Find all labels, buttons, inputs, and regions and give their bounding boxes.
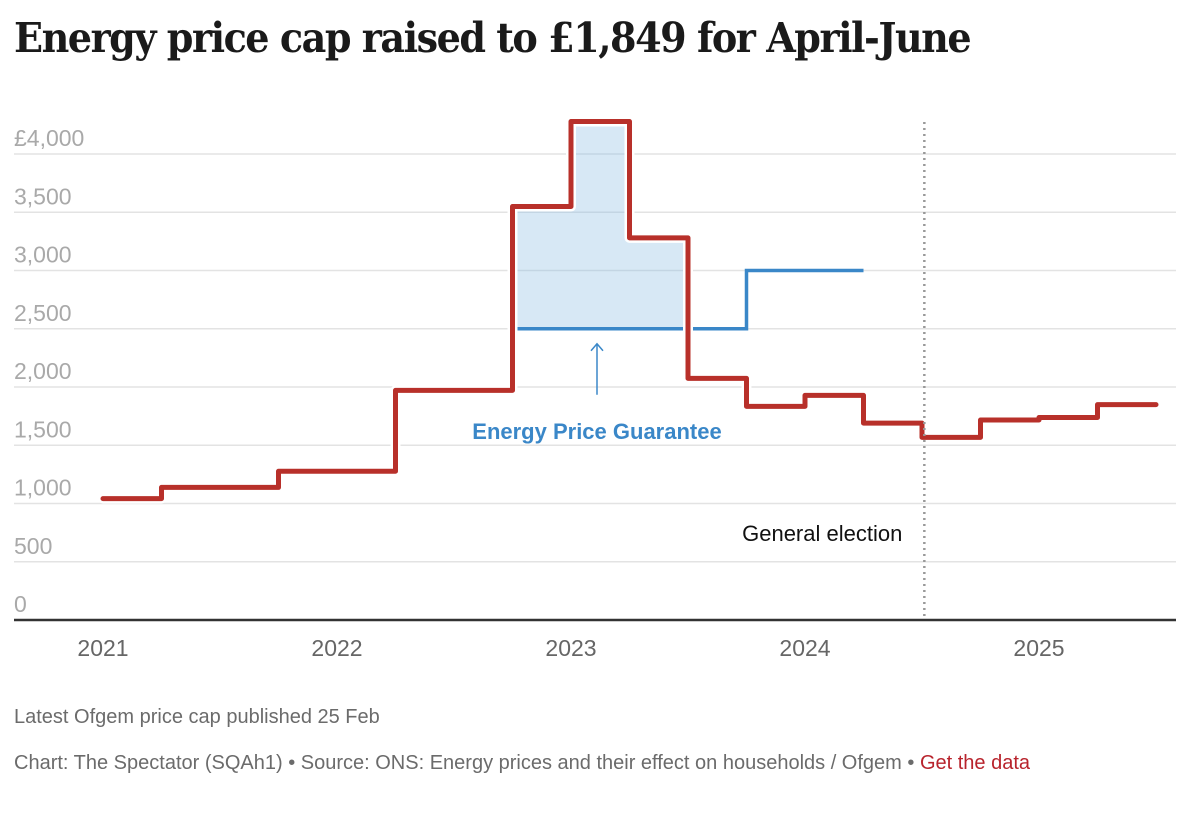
y-tick-label: 500	[14, 533, 52, 559]
x-tick-label: 2023	[545, 635, 596, 660]
price-cap-line	[100, 118, 1159, 502]
y-tick-label: £4,000	[14, 125, 84, 151]
get-data-link[interactable]: Get the data	[919, 752, 1031, 774]
y-tick-label: 2,500	[14, 300, 72, 326]
x-tick-label: 2021	[77, 635, 128, 660]
x-axis-ticks: 2021 2022 2023 2024 2025	[77, 635, 1064, 660]
election-label: General election	[742, 521, 902, 546]
y-tick-label: 1,000	[14, 475, 72, 501]
source-text: Chart: The Spectator (SQAh1) • Source: O…	[14, 752, 920, 774]
epg-fill-area	[512, 121, 688, 329]
x-tick-label: 2024	[779, 635, 830, 660]
y-tick-label: 1,500	[14, 416, 72, 442]
y-tick-label: 0	[14, 591, 27, 617]
chart: 0 500 1,000 1,500 2,000 2,500 3,000 3,500 £4,000…	[14, 116, 1176, 660]
y-axis-ticks: 0 500 1,000 1,500 2,000 2,500 3,000 3,500 £4,000	[14, 125, 84, 617]
y-tick-label: 3,500	[14, 183, 72, 209]
chart-title: Energy price cap raised to £1,849 for Ap…	[14, 14, 972, 62]
epg-label: Energy Price Guarantee	[472, 419, 721, 444]
election-marker: General election	[742, 122, 926, 620]
price-cap-series	[98, 116, 1161, 504]
x-tick-label: 2025	[1013, 635, 1064, 660]
footer-note: Latest Ofgem price cap published 25 Feb	[14, 706, 380, 728]
epg-series	[512, 268, 864, 331]
x-tick-label: 2022	[311, 635, 362, 660]
epg-shaded-area	[512, 121, 688, 329]
y-tick-label: 3,000	[14, 242, 72, 268]
epg-line	[512, 268, 864, 331]
y-tick-label: 2,000	[14, 358, 72, 384]
annotations: Energy Price Guarantee	[472, 342, 722, 444]
footer-source: Chart: The Spectator (SQAh1) • Source: O…	[14, 747, 1174, 779]
arrow-head-icon	[590, 342, 604, 352]
